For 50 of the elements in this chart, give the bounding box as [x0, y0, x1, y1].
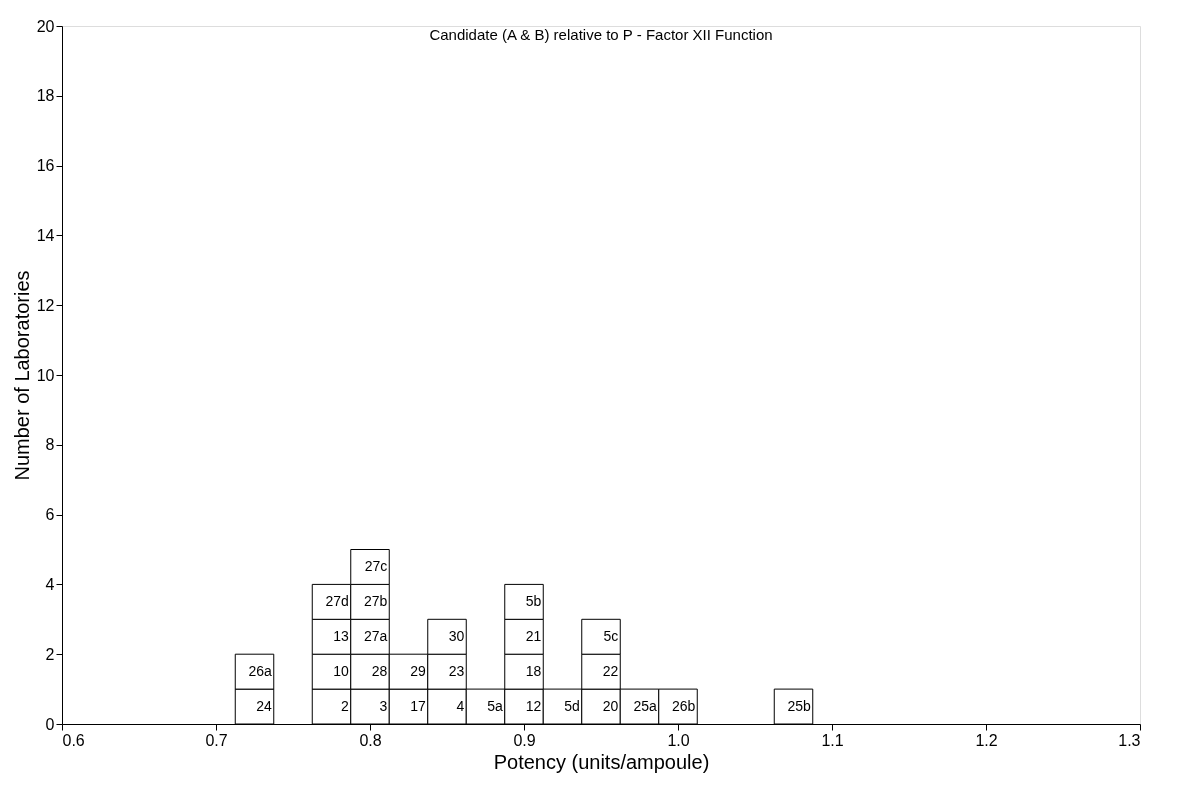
x-tick-label: 0.7 — [205, 731, 228, 749]
series-label: 5c — [603, 627, 619, 644]
series-label: 30 — [448, 627, 465, 644]
y-tick-label: 6 — [45, 506, 55, 524]
x-tick-label: 0.9 — [513, 731, 536, 749]
y-tick-label: 14 — [36, 226, 55, 244]
series-label: 27a — [363, 627, 388, 644]
x-tick-label: 0.6 — [62, 731, 85, 749]
series-label: 25b — [787, 697, 811, 714]
y-tick-label: 18 — [36, 87, 55, 105]
y-tick-label: 10 — [36, 366, 55, 384]
series-label: 26b — [671, 697, 696, 714]
series-label: 18 — [525, 662, 542, 679]
series-label: 17 — [410, 697, 426, 714]
y-tick-label: 0 — [45, 715, 55, 733]
x-tick-label: 0.8 — [359, 731, 382, 749]
x-tick-label: 1.2 — [975, 731, 998, 749]
series-label: 25a — [633, 697, 657, 714]
series-label: 27c — [364, 557, 388, 574]
series-label: 13 — [333, 627, 349, 644]
y-tick-label: 20 — [36, 17, 55, 35]
series-label: 5a — [487, 697, 503, 714]
series-label: 27b — [363, 592, 388, 609]
x-tick-label: 1.1 — [821, 731, 844, 749]
x-tick-label: 1.0 — [667, 731, 690, 749]
series-label: 21 — [525, 627, 542, 644]
y-axis-title: Number of Laboratories — [10, 270, 33, 481]
series-label: 22 — [602, 662, 619, 679]
y-tick-label: 16 — [36, 157, 55, 175]
y-tick-label: 12 — [36, 296, 55, 314]
series-label: 23 — [448, 662, 465, 679]
series-label: 4 — [456, 697, 465, 714]
series-label: 10 — [333, 662, 349, 679]
series-label: 2 — [340, 697, 349, 714]
y-tick-label: 8 — [45, 436, 55, 454]
chart-title: Candidate (A & B) relative to P - Factor XII Function — [429, 26, 773, 43]
series-label: 20 — [602, 697, 619, 714]
x-tick-label: 1.3 — [1118, 731, 1141, 749]
series-label: 3 — [379, 697, 388, 714]
series-label: 24 — [256, 697, 272, 714]
x-axis-title: Potency (units/ampoule) — [493, 750, 710, 773]
series-label: 26a — [248, 662, 272, 679]
series-label: 5d — [564, 697, 580, 714]
series-label: 12 — [525, 697, 542, 714]
series-label: 28 — [371, 662, 388, 679]
series-label: 5b — [525, 592, 542, 609]
y-tick-label: 2 — [45, 645, 55, 663]
series-label: 29 — [410, 662, 426, 679]
y-tick-label: 4 — [45, 575, 55, 593]
series-label: 27d — [325, 592, 349, 609]
